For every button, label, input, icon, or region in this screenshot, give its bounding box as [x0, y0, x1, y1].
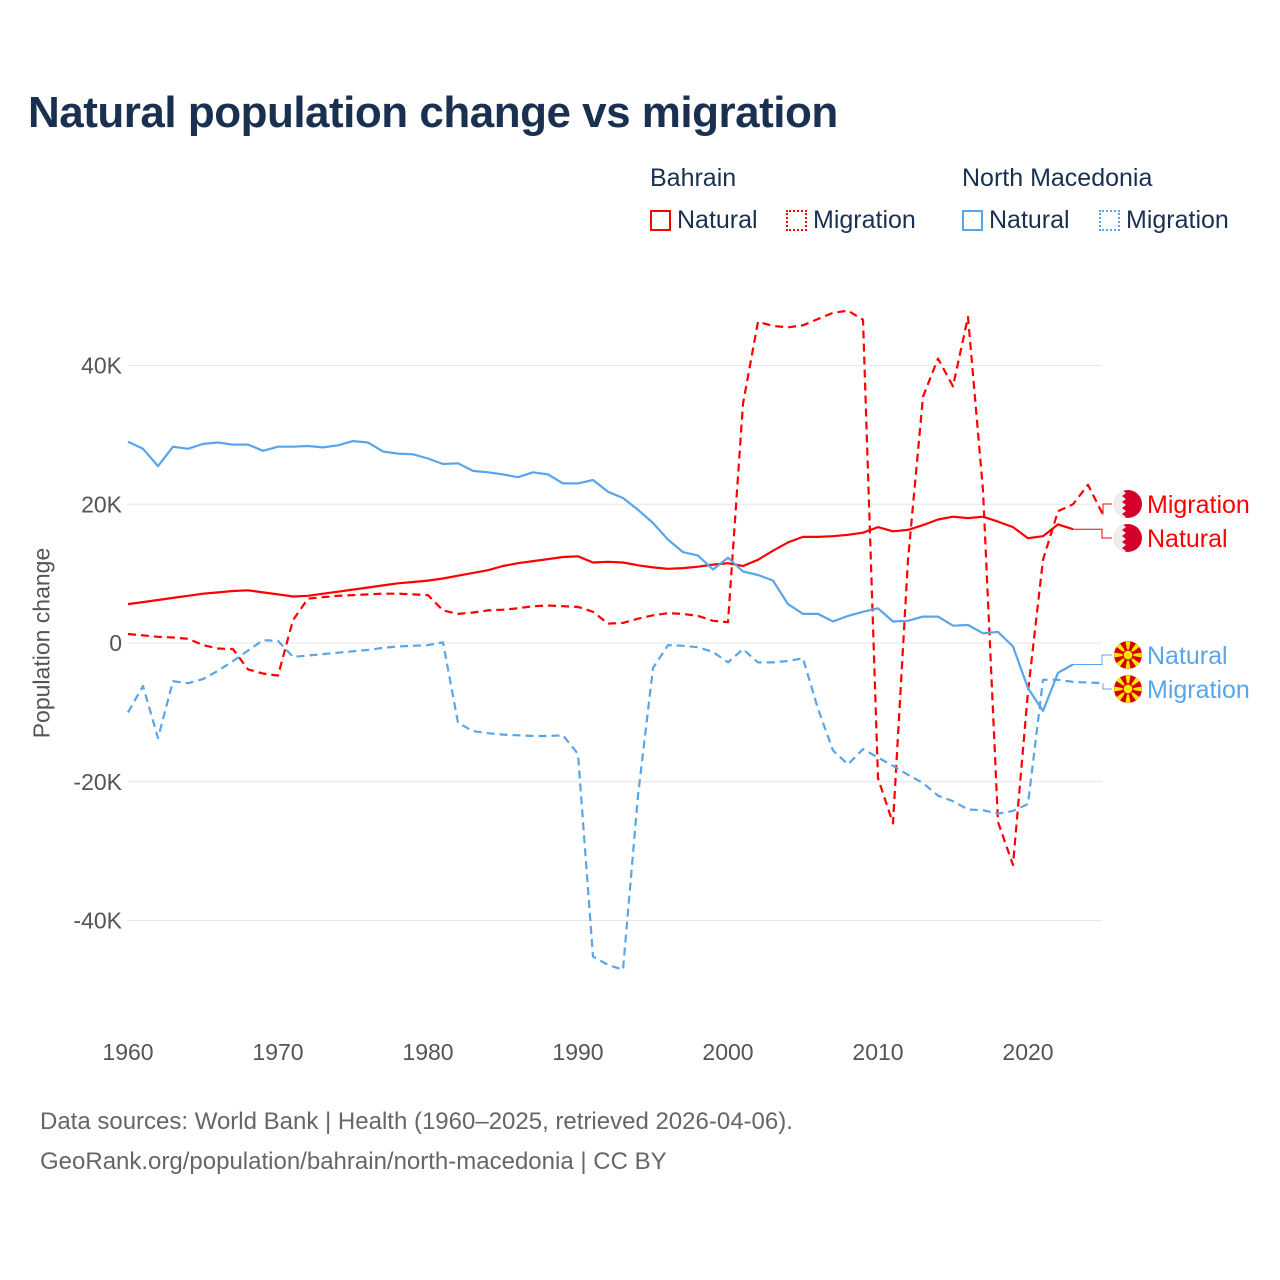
series-line-bahrain-natural	[127, 515, 1074, 606]
y-tick-label: 0	[109, 630, 122, 656]
flag-serration	[1114, 490, 1126, 518]
flag-serration	[1114, 524, 1126, 552]
series-end-label: Migration	[1147, 676, 1250, 704]
x-tick-label: 1960	[102, 1039, 153, 1065]
bahrain-flag-icon	[1114, 524, 1142, 552]
y-tick-label: 20K	[81, 491, 123, 517]
x-tick-label: 2020	[1002, 1039, 1053, 1065]
legend-item-nm-migration[interactable]: Migration	[1099, 206, 1229, 235]
flag-ray	[1128, 686, 1142, 692]
legend-swatch-solid	[962, 210, 983, 231]
x-tick-label: 2010	[852, 1039, 903, 1065]
flag-sun	[1122, 649, 1134, 661]
y-tick-label: -40K	[73, 908, 122, 934]
legend-label: Natural	[989, 206, 1070, 234]
series-end-label: Migration	[1147, 491, 1250, 519]
flag-ray	[1114, 652, 1128, 658]
flag-ray	[1125, 675, 1131, 689]
north-macedonia-flag-icon	[1114, 641, 1142, 669]
footer-link[interactable]: GeoRank.org/population/bahrain/north-mac…	[40, 1148, 667, 1175]
legend-item-bahrain-natural[interactable]: Natural	[650, 206, 758, 235]
bahrain-flag-icon	[1114, 490, 1142, 518]
flag-ray	[1125, 689, 1131, 703]
y-tick-label: -20K	[73, 769, 122, 795]
series-line-bahrain-migration	[127, 309, 1104, 867]
label-leader-line	[1102, 503, 1112, 515]
legend-item-bahrain-migration[interactable]: Migration	[786, 206, 916, 235]
legend-label: Migration	[1126, 206, 1229, 234]
y-tick-label: 40K	[81, 353, 123, 379]
flag-sun	[1122, 683, 1134, 695]
label-leader-line	[1073, 654, 1112, 666]
legend-group-north-macedonia: North Macedonia	[962, 164, 1153, 192]
north-macedonia-flag-icon	[1114, 675, 1142, 703]
label-leader-line	[1073, 528, 1112, 539]
legend-group-bahrain: Bahrain	[650, 164, 737, 192]
series-end-label: Natural	[1147, 642, 1228, 670]
flag-ray	[1128, 652, 1142, 658]
x-tick-label: 1970	[252, 1039, 303, 1065]
legend-label: Natural	[677, 206, 758, 234]
legend-swatch-dotted	[1099, 210, 1120, 231]
x-tick-label: 1990	[552, 1039, 603, 1065]
x-tick-label: 1980	[402, 1039, 453, 1065]
series-line-north-macedonia-natural	[127, 440, 1074, 713]
legend-item-nm-natural[interactable]: Natural	[962, 206, 1070, 235]
legend-label: Migration	[813, 206, 916, 234]
flag-ray	[1125, 641, 1131, 655]
x-tick-label: 2000	[702, 1039, 753, 1065]
legend-swatch-dotted	[786, 210, 807, 231]
series-line-north-macedonia-migration	[127, 639, 1104, 971]
chart-title: Natural population change vs migration	[28, 88, 838, 137]
legend-swatch-solid	[650, 210, 671, 231]
flag-ray	[1114, 686, 1128, 692]
series-end-label: Natural	[1147, 525, 1228, 553]
label-leader-line	[1102, 683, 1112, 690]
footer-sources: Data sources: World Bank | Health (1960–…	[40, 1108, 793, 1135]
flag-ray	[1125, 655, 1131, 669]
